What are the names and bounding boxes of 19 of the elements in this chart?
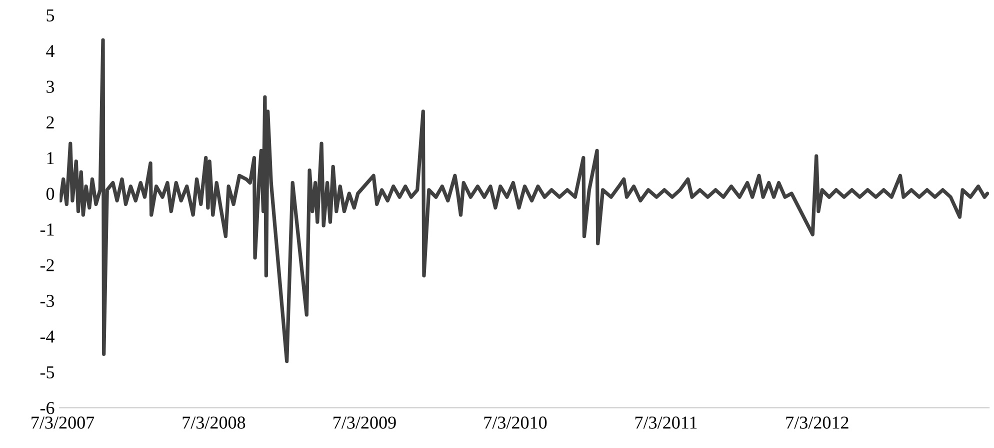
x-tick-label: 7/3/2010	[484, 416, 547, 429]
y-tick-label: 5	[46, 9, 54, 22]
x-tick-label: 7/3/2009	[334, 416, 396, 429]
y-tick-label: 1	[47, 152, 54, 164]
y-tick-label: 3	[46, 80, 54, 93]
y-tick-label: -1	[40, 224, 54, 236]
y-tick-label: 4	[46, 45, 54, 57]
line-series	[60, 38, 990, 364]
y-tick-label: -2	[40, 259, 54, 272]
y-tick-label: -3	[40, 294, 54, 308]
x-tick-label: 7/3/2007	[32, 416, 94, 429]
y-tick-label: -6	[40, 402, 54, 414]
y-tick-label: 2	[46, 116, 54, 128]
y-tick-label: -4	[40, 330, 54, 343]
x-tick-label: 7/3/2011	[635, 416, 697, 429]
x-tick-label: 7/3/2008	[182, 416, 246, 429]
y-tick-label: 0	[46, 188, 54, 200]
x-tick-label: 7/3/2012	[786, 416, 848, 429]
y-tick-label: -5	[40, 366, 54, 378]
